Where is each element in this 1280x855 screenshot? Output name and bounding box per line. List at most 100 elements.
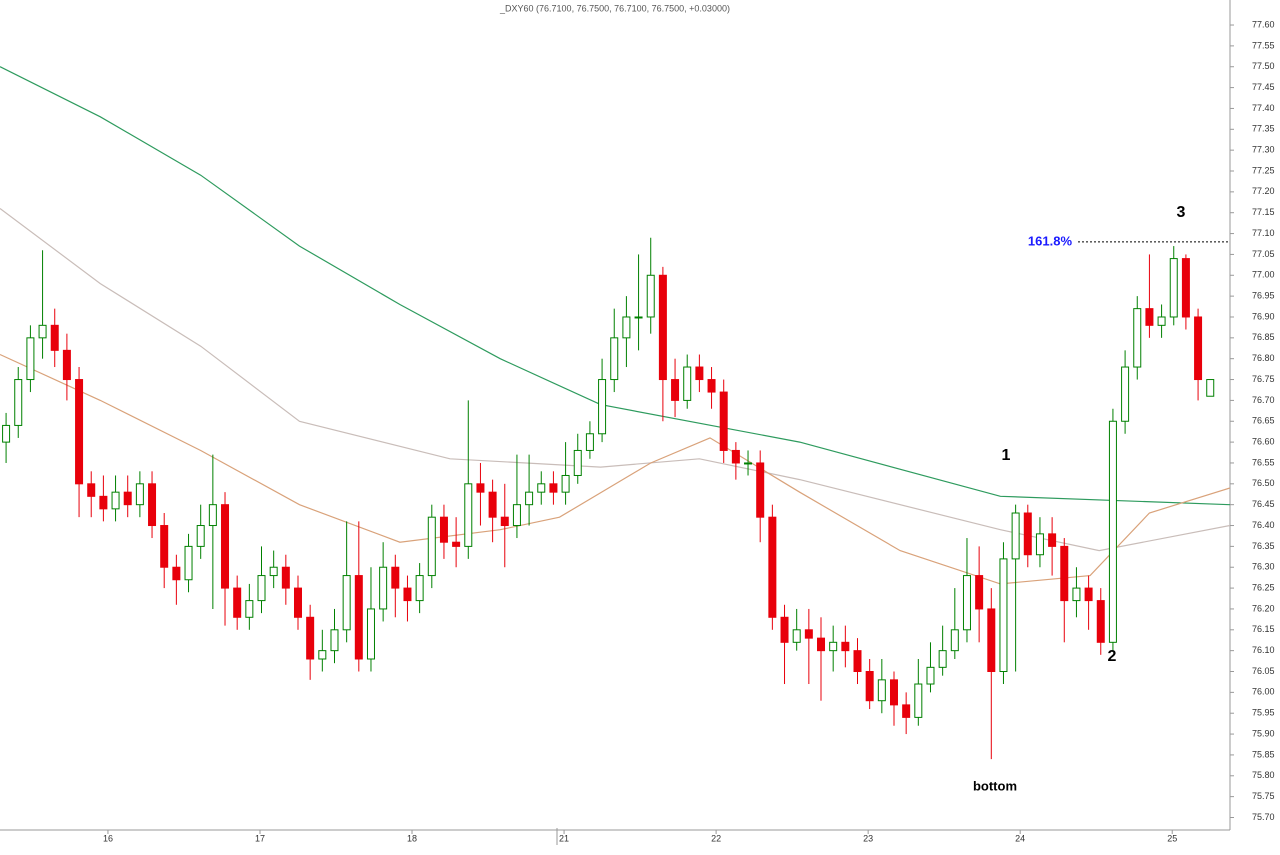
candle-body [914,683,923,718]
y-tick-label: 76.00 [1252,687,1275,697]
candle-body [731,449,740,464]
candle-body [744,462,753,465]
candle-body [160,525,169,568]
candle-body [683,366,692,401]
plot [0,66,1230,760]
candle-body [38,324,47,339]
y-tick-label: 76.75 [1252,374,1275,384]
candle-body [415,575,424,602]
y-tick-label: 75.85 [1252,749,1275,759]
y-tick-label: 76.85 [1252,332,1275,342]
candle-body [792,629,801,643]
candle-body [172,566,181,581]
y-tick-label: 77.30 [1252,145,1275,155]
y-tick-label: 76.15 [1252,624,1275,634]
candle-body [148,483,157,527]
y-tick-label: 76.90 [1252,311,1275,321]
candle-body [719,391,728,451]
candle-body [865,671,874,702]
candle-body [500,516,509,527]
candle-body [804,629,813,639]
candle-body [853,650,862,673]
candle-body [1011,512,1020,560]
candle-body [537,483,546,493]
y-tick-label: 76.45 [1252,499,1275,509]
x-tick-label: 24 [1015,833,1025,843]
y-tick-label: 76.70 [1252,395,1275,405]
candle-body [196,525,205,547]
candle-body [610,337,619,381]
candle-body [330,629,339,652]
candle-body [476,483,485,493]
candle-body [379,566,388,610]
y-tick-label: 76.60 [1252,436,1275,446]
candle-body [817,637,826,652]
y-tick-label: 76.20 [1252,603,1275,613]
candle-body [671,379,680,401]
moving-average [0,208,1230,552]
candle-body [573,449,582,476]
y-tick-label: 75.95 [1252,708,1275,718]
candle-body [950,629,959,652]
y-tick-label: 77.15 [1252,207,1275,217]
candle-body [634,316,643,319]
candle-body [1060,545,1069,602]
y-tick-label: 77.25 [1252,165,1275,175]
candle-body [1096,600,1105,643]
candle-body [1206,379,1215,397]
y-tick-label: 77.60 [1252,19,1275,29]
candle-body [135,483,144,506]
candle-body [1084,587,1093,602]
candle-body [549,483,558,493]
y-tick-label: 76.65 [1252,416,1275,426]
y-tick-label: 75.90 [1252,728,1275,738]
candle-body [622,316,631,339]
y-tick-label: 76.55 [1252,457,1275,467]
y-tick-label: 75.70 [1252,812,1275,822]
candle-body [233,587,242,618]
candle-body [245,600,254,618]
candle-body [1145,308,1154,326]
candle-body [561,474,570,493]
candle-body [707,379,716,393]
x-tick-label: 18 [407,833,417,843]
candle-body [780,616,789,643]
candle-body [512,504,521,527]
candle-body [999,558,1008,673]
candle-body [1121,366,1130,422]
candle-body [269,566,278,577]
candle-body [1072,587,1081,602]
candle-body [938,650,947,668]
annotation: 2 [1108,648,1117,665]
y-tick-label: 75.80 [1252,770,1275,780]
y-tick-label: 77.45 [1252,82,1275,92]
candle-body [646,274,655,318]
y-tick-label: 77.00 [1252,270,1275,280]
candle-body [464,483,473,547]
candle-body [26,337,35,381]
candle-body [366,608,375,660]
annotation: 1 [1002,447,1011,464]
candle-body [877,679,886,702]
x-tick-label: 21 [559,833,569,843]
candle-body [1035,533,1044,556]
candle-body [1181,258,1190,318]
candle-body [221,504,230,589]
candle-body [1048,533,1057,547]
x-tick-label: 23 [863,833,873,843]
candle-body [841,641,850,652]
candle-body [123,491,132,506]
candle-body [208,504,217,527]
candle-body [354,575,363,660]
y-tick-label: 76.95 [1252,291,1275,301]
candle-body [585,433,594,451]
candle-body [1133,308,1142,368]
candle-body [111,491,120,510]
candle-body [257,575,266,602]
candle-body [756,462,765,518]
candle-body [99,495,108,510]
candle-body [184,545,193,581]
candle-body [1023,512,1032,556]
y-tick-label: 76.30 [1252,562,1275,572]
candle-body [488,491,497,518]
